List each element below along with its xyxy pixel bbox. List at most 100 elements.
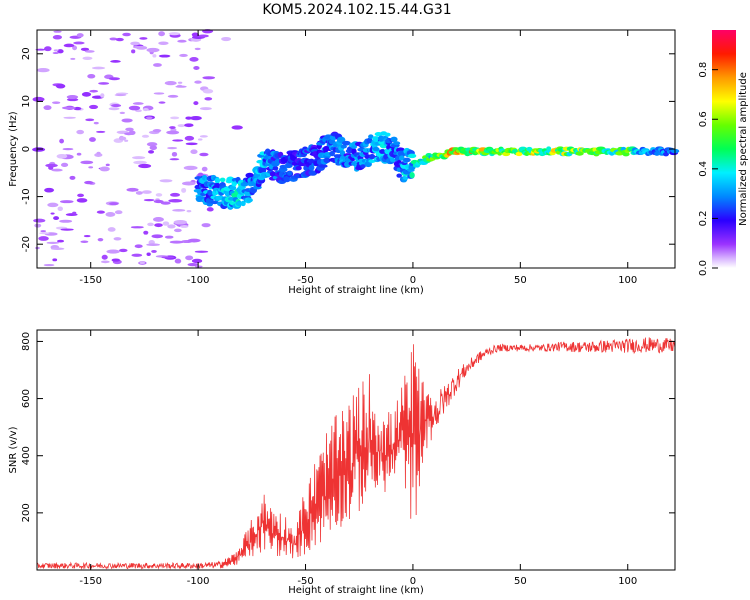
noise-blob [202, 76, 216, 80]
x-tick-label: 100 [618, 275, 637, 286]
noise-blob [88, 166, 94, 169]
noise-blob [105, 163, 110, 167]
noise-blob [40, 230, 47, 233]
noise-blob [70, 57, 76, 60]
noise-blob [81, 92, 92, 97]
noise-blob [76, 152, 82, 156]
noise-blob [158, 31, 165, 37]
noise-blob [158, 41, 169, 45]
noise-blob [32, 147, 46, 152]
noise-blob [153, 92, 165, 95]
x-tick-label: 50 [514, 275, 527, 286]
noise-blob [172, 139, 184, 142]
noise-blob [187, 238, 201, 243]
noise-blob [185, 116, 193, 120]
noise-blob [201, 223, 211, 228]
noise-blob [128, 105, 141, 111]
noise-blob [168, 198, 183, 203]
noise-blob [151, 234, 164, 239]
noise-blob [89, 137, 96, 142]
noise-blob [130, 41, 140, 46]
noise-blob [168, 32, 181, 36]
noise-blob [199, 107, 212, 111]
noise-blob [134, 244, 143, 249]
ridge-blob [368, 159, 376, 163]
noise-blob [63, 43, 75, 48]
noise-blob [76, 129, 85, 135]
spectrogram-x-ticks: -150 -100 -50 0 50 100 [79, 30, 637, 286]
noise-blob [60, 228, 74, 231]
ridge-blob [229, 185, 237, 191]
ridge-blob [336, 136, 346, 143]
ridge-blob [392, 141, 401, 146]
noise-blob [96, 130, 106, 133]
noise-blob [146, 243, 160, 247]
noise-blob [32, 96, 45, 102]
snr-series-line [36, 337, 676, 570]
ridge-blob [269, 171, 276, 177]
ridge-blob [245, 172, 254, 179]
noise-blob [169, 126, 176, 129]
noise-blob [98, 82, 110, 85]
noise-blob [194, 265, 203, 268]
colorbar-tick-label: 0.6 [698, 111, 709, 127]
noise-blob [52, 101, 61, 104]
noise-blob [125, 127, 134, 132]
noise-blob [72, 45, 78, 51]
noise-blob [194, 80, 202, 84]
noise-blob [47, 202, 59, 208]
noise-blob [162, 221, 170, 226]
x-tick-label: 50 [514, 576, 527, 587]
ridge-blob [396, 173, 402, 178]
colorbar-gradient [712, 30, 736, 268]
noise-blob [122, 32, 131, 37]
noise-blob [52, 258, 58, 262]
noise-blob [55, 83, 66, 89]
noise-blob [45, 163, 58, 168]
noise-blob [100, 260, 110, 264]
noise-blob [164, 235, 174, 239]
ridge-blob [384, 132, 391, 137]
noise-blob [167, 94, 179, 98]
colorbar-label: Normalized spectral amplitude [738, 72, 749, 226]
ridge-blob [258, 167, 267, 174]
noise-blob [128, 130, 136, 136]
noise-blob [151, 249, 157, 253]
colorbar-tick-label: 0.2 [698, 210, 709, 226]
noise-blob [177, 81, 183, 84]
ridge-blob [409, 172, 415, 179]
noise-blob [63, 116, 76, 119]
ridge-blob [246, 197, 253, 203]
noise-blob [99, 166, 110, 172]
ridge-blob [390, 136, 398, 143]
noise-blob [108, 107, 120, 111]
noise-blob [133, 160, 147, 165]
colorbar: 0.0 0.2 0.4 0.6 0.8 Normalized spectral ampl… [698, 30, 749, 276]
noise-blob [191, 258, 203, 264]
noise-blob [53, 49, 59, 52]
noise-blob [53, 216, 60, 221]
noise-blob [231, 125, 243, 130]
noise-blob [146, 116, 153, 120]
noise-blob [131, 49, 136, 54]
ridge-blob [360, 164, 366, 169]
noise-blob [173, 228, 182, 233]
noise-blob [169, 158, 180, 161]
noise-blob [132, 156, 146, 160]
noise-blob [197, 138, 203, 141]
noise-blob [114, 93, 127, 97]
noise-blob [189, 57, 199, 62]
noise-blob [141, 190, 152, 194]
noise-blob [60, 162, 69, 167]
noise-blob [51, 168, 63, 172]
noise-blob [221, 36, 232, 42]
noise-blob [177, 124, 186, 128]
noise-blob [119, 111, 126, 115]
noise-blob [153, 199, 164, 204]
ridge-blob [318, 164, 328, 168]
ridge-blob [515, 151, 523, 157]
ridge-blob [286, 171, 293, 176]
noise-blob [169, 240, 184, 244]
